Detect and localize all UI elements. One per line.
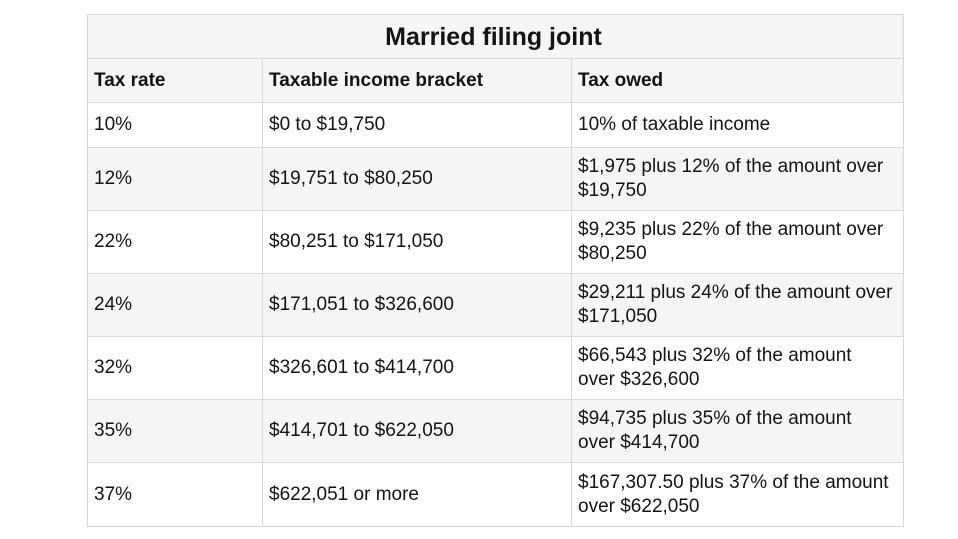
table-row: 12% $19,751 to $80,250 $1,975 plus 12% o…	[87, 147, 904, 211]
tax-owed-cell: $29,211 plus 24% of the amount over $171…	[571, 273, 904, 337]
income-bracket-cell: $19,751 to $80,250	[262, 147, 572, 211]
table-row: 32% $326,601 to $414,700 $66,543 plus 32…	[87, 336, 904, 400]
tax-rate-cell: 32%	[87, 336, 263, 400]
income-bracket-cell: $0 to $19,750	[262, 102, 572, 148]
table-row: 37% $622,051 or more $167,307.50 plus 37…	[87, 462, 904, 527]
table-row: 24% $171,051 to $326,600 $29,211 plus 24…	[87, 273, 904, 337]
tax-rate-cell: 22%	[87, 210, 263, 274]
tax-bracket-table: Married filing joint Tax rate Taxable in…	[87, 14, 904, 527]
tax-rate-cell: 35%	[87, 399, 263, 463]
table-row: 22% $80,251 to $171,050 $9,235 plus 22% …	[87, 210, 904, 274]
table-title: Married filing joint	[87, 14, 904, 59]
tax-rate-cell: 24%	[87, 273, 263, 337]
table-row: 35% $414,701 to $622,050 $94,735 plus 35…	[87, 399, 904, 463]
table-title-row: Married filing joint	[87, 14, 904, 59]
table-header-row: Tax rate Taxable income bracket Tax owed	[87, 58, 904, 103]
tax-bracket-table-container: Married filing joint Tax rate Taxable in…	[87, 14, 904, 527]
column-header-income-bracket: Taxable income bracket	[262, 58, 572, 103]
income-bracket-cell: $326,601 to $414,700	[262, 336, 572, 400]
tax-rate-cell: 10%	[87, 102, 263, 148]
tax-owed-cell: $167,307.50 plus 37% of the amount over …	[571, 462, 904, 527]
table-row: 10% $0 to $19,750 10% of taxable income	[87, 102, 904, 148]
income-bracket-cell: $171,051 to $326,600	[262, 273, 572, 337]
tax-owed-cell: $9,235 plus 22% of the amount over $80,2…	[571, 210, 904, 274]
income-bracket-cell: $414,701 to $622,050	[262, 399, 572, 463]
column-header-tax-owed: Tax owed	[571, 58, 904, 103]
income-bracket-cell: $80,251 to $171,050	[262, 210, 572, 274]
column-header-tax-rate: Tax rate	[87, 58, 263, 103]
income-bracket-cell: $622,051 or more	[262, 462, 572, 527]
tax-owed-cell: $1,975 plus 12% of the amount over $19,7…	[571, 147, 904, 211]
tax-owed-cell: 10% of taxable income	[571, 102, 904, 148]
tax-rate-cell: 37%	[87, 462, 263, 527]
tax-owed-cell: $66,543 plus 32% of the amount over $326…	[571, 336, 904, 400]
tax-owed-cell: $94,735 plus 35% of the amount over $414…	[571, 399, 904, 463]
tax-rate-cell: 12%	[87, 147, 263, 211]
